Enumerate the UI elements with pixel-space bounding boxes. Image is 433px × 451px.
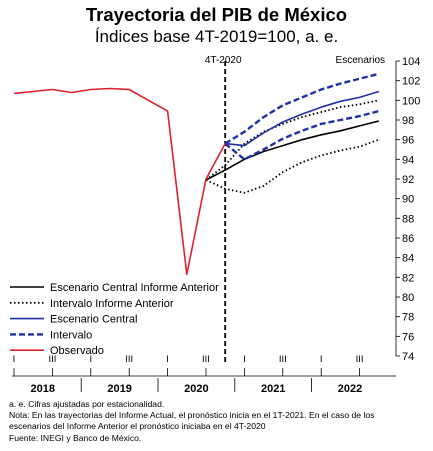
x-tick-label: I <box>243 354 246 365</box>
x-tick-label: III <box>356 354 364 365</box>
y-tick-label: 104 <box>402 56 420 68</box>
y-tick-label: 90 <box>402 194 414 206</box>
y-tick-label: 78 <box>402 312 414 324</box>
x-tick-label: I <box>13 354 16 365</box>
year-label: 2021 <box>261 383 285 395</box>
series-intervalo-informe-anterior-inferior <box>205 138 380 194</box>
series-observado <box>13 87 226 276</box>
series-escenario-central-informe-anterior <box>205 120 379 181</box>
scenarios-label: Escenarios <box>336 55 385 66</box>
legend-label: Escenario Central <box>50 314 137 326</box>
x-tick-label: I <box>166 354 169 365</box>
x-tick-label: III <box>279 354 287 365</box>
series-escenario-central <box>225 90 380 147</box>
y-tick-label: 92 <box>402 174 414 186</box>
legend-label: Intervalo <box>50 329 92 341</box>
y-tick-label: 102 <box>402 76 420 88</box>
y-tick-label: 98 <box>402 115 414 127</box>
x-tick-label: III <box>48 354 56 365</box>
y-tick-label: 96 <box>402 135 414 147</box>
series-intervalo-inferior <box>224 109 380 161</box>
year-label: 2022 <box>338 383 362 395</box>
footnote-ae: a. e. Cifras ajustadas por estacionalida… <box>9 399 165 409</box>
year-label: 2020 <box>184 383 208 395</box>
series-intervalo <box>224 72 380 145</box>
y-tick-label: 86 <box>402 233 414 245</box>
chart-subtitle: Índices base 4T-2019=100, a. e. <box>94 27 339 46</box>
footnote-nota-cont: escenarios del Informe Anterior el pronó… <box>9 421 266 432</box>
year-label: 2019 <box>107 383 131 395</box>
y-tick-label: 100 <box>402 95 420 107</box>
y-tick-label: 80 <box>402 292 414 304</box>
y-tick-label: 76 <box>402 331 414 343</box>
footnote-nota: Nota: En las trayectorias del Informe Ac… <box>9 410 375 421</box>
x-tick-label: III <box>125 354 133 365</box>
x-tick-label: III <box>202 354 210 365</box>
legend-label: Intervalo Informe Anterior <box>50 298 174 310</box>
y-tick-label: 82 <box>402 272 414 284</box>
x-tick-label: I <box>89 354 92 365</box>
year-label: 2018 <box>31 383 55 395</box>
footnotes: a. e. Cifras ajustadas por estacionalida… <box>9 399 429 444</box>
forecast-start-label: 4T-2020 <box>205 55 242 66</box>
legend-label: Escenario Central Informe Anterior <box>50 282 219 294</box>
chart-title: Trayectoria del PIB de México <box>85 4 348 25</box>
legend-label: Observado <box>50 345 104 357</box>
y-tick-label: 74 <box>402 351 414 363</box>
y-tick-label: 94 <box>402 154 414 166</box>
x-tick-label: I <box>320 354 323 365</box>
y-tick-label: 88 <box>402 213 414 225</box>
y-tick-label: 84 <box>402 253 414 265</box>
footnote-fuente: Fuente: INEGI y Banco de México. <box>9 432 142 443</box>
series-intervalo-informe-anterior <box>205 99 379 181</box>
